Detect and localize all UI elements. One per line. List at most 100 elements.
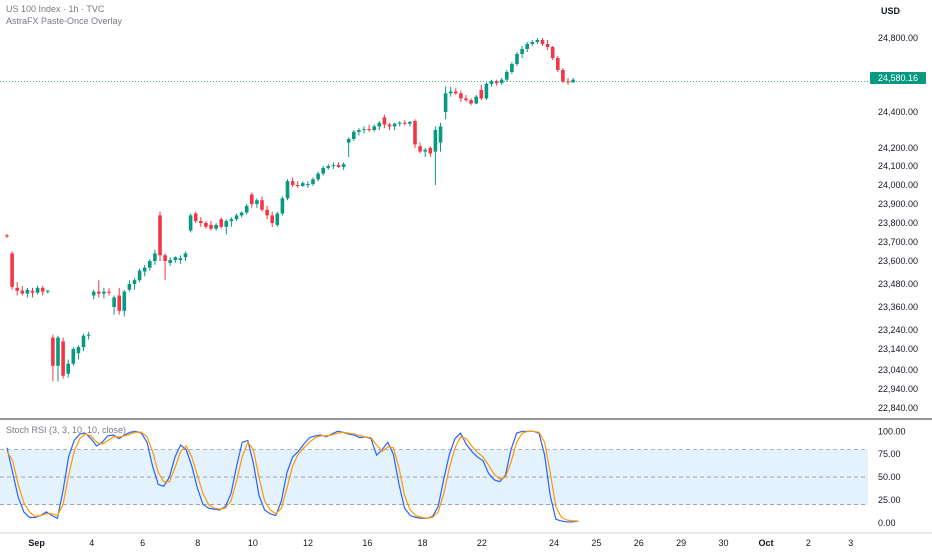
- candle-body: [142, 267, 147, 272]
- candle-body: [168, 260, 172, 263]
- candle-body: [301, 183, 305, 186]
- currency-label[interactable]: USD: [880, 6, 900, 16]
- stoch-tick-label: 50.00: [878, 472, 901, 482]
- time-tick-label: 18: [418, 538, 428, 548]
- candle-body: [535, 40, 540, 42]
- candle-body: [295, 185, 300, 186]
- candle-body: [474, 96, 478, 104]
- stoch-band-layer: [0, 449, 868, 505]
- candle-body: [362, 129, 366, 131]
- candle-body: [204, 223, 208, 227]
- price-tick-label: 23,800.00: [878, 218, 918, 228]
- candle-body: [10, 253, 14, 287]
- indicator-title: AstraFX Paste-Once Overlay: [6, 16, 123, 26]
- candle-body: [403, 122, 407, 124]
- time-tick-label: 22: [477, 538, 487, 548]
- candle-body: [158, 215, 162, 256]
- candle-body: [510, 64, 514, 72]
- candle-body: [5, 235, 9, 237]
- candle-body: [224, 221, 229, 227]
- candle-body: [137, 270, 142, 281]
- candle-body: [545, 44, 550, 47]
- candle-body: [86, 334, 91, 336]
- candle-body: [132, 280, 137, 284]
- candle-body: [117, 295, 121, 311]
- price-tick-label: 22,940.00: [878, 384, 918, 394]
- last-price-tag: 24,580.16: [870, 72, 926, 84]
- candle-body: [91, 291, 96, 296]
- price-tick-label: 23,140.00: [878, 344, 918, 354]
- price-tick-label: 23,600.00: [878, 256, 918, 266]
- candle-body: [244, 205, 249, 213]
- candle-body: [346, 139, 351, 143]
- candle-body: [561, 70, 565, 82]
- price-tick-label: 23,040.00: [878, 365, 918, 375]
- price-tick-label: 22,840.00: [878, 403, 918, 413]
- candle-body: [341, 164, 346, 167]
- candle-body: [413, 121, 417, 145]
- candle-body: [530, 42, 535, 44]
- candle-body: [469, 100, 473, 104]
- candle-body: [122, 291, 127, 311]
- stoch-d-line: [6, 430, 579, 522]
- candle-body: [239, 212, 244, 216]
- price-tick-label: 23,900.00: [878, 199, 918, 209]
- candle-body: [199, 221, 203, 223]
- candle-body: [556, 58, 560, 70]
- candle-body: [153, 253, 157, 261]
- candle-body: [326, 166, 331, 168]
- candle-body: [352, 131, 356, 139]
- candle-body: [505, 72, 509, 80]
- candle-body: [234, 215, 239, 220]
- stoch-tick-label: 75.00: [878, 449, 901, 459]
- candle-body: [275, 213, 280, 225]
- candle-body: [566, 81, 570, 83]
- candle-body: [219, 219, 223, 227]
- time-tick-label: 10: [248, 538, 258, 548]
- candle-body: [382, 117, 387, 125]
- price-tick-label: 23,700.00: [878, 237, 918, 247]
- symbol-title: US 100 Index · 1h · TVC: [6, 4, 105, 14]
- candle-body: [46, 290, 50, 292]
- x-axis-ticks: Sep 4 6 8 10 12 16 18 22 24 25 26 29 30 Oct 2 3: [28, 538, 853, 548]
- time-tick-label: 16: [362, 538, 372, 548]
- candle-body: [61, 341, 65, 376]
- candle-body: [372, 126, 376, 130]
- candle-body: [306, 184, 310, 186]
- candle-body: [290, 181, 295, 185]
- candle-body: [331, 165, 336, 167]
- price-tick-label: 24,200.00: [878, 143, 918, 153]
- candle-body: [35, 287, 40, 293]
- candle-body: [423, 149, 427, 152]
- candle-body: [71, 349, 76, 364]
- candle-body: [336, 165, 341, 167]
- candle-body: [183, 253, 188, 258]
- candle-body: [102, 291, 106, 294]
- stoch-tick-label: 0.00: [878, 518, 896, 528]
- time-tick-label: 8: [195, 538, 200, 548]
- price-tick-label: 24,100.00: [878, 161, 918, 171]
- candle-body: [66, 363, 70, 374]
- time-tick-label: 4: [89, 538, 94, 548]
- candle-body: [112, 297, 116, 307]
- candle-body: [489, 81, 494, 84]
- price-tick-label: 24,400.00: [878, 107, 918, 117]
- stoch-axis-ticks: 100.00 75.00 50.00 25.00 0.00: [878, 426, 906, 528]
- candle-body: [163, 255, 167, 261]
- time-tick-label: 12: [303, 538, 313, 548]
- candle-body: [255, 200, 259, 204]
- time-tick-label: 24: [549, 538, 559, 548]
- stoch-tick-label: 25.00: [878, 495, 901, 505]
- price-tick-label: 23,240.00: [878, 325, 918, 335]
- candle-body: [392, 123, 397, 127]
- candle-body: [433, 130, 438, 152]
- candle-body: [459, 93, 463, 99]
- stoch-k-line: [6, 430, 579, 523]
- candle-body: [311, 179, 315, 185]
- candle-body: [550, 47, 555, 58]
- candle-body: [260, 200, 264, 210]
- candle-body: [357, 130, 361, 132]
- candle-body: [56, 337, 60, 366]
